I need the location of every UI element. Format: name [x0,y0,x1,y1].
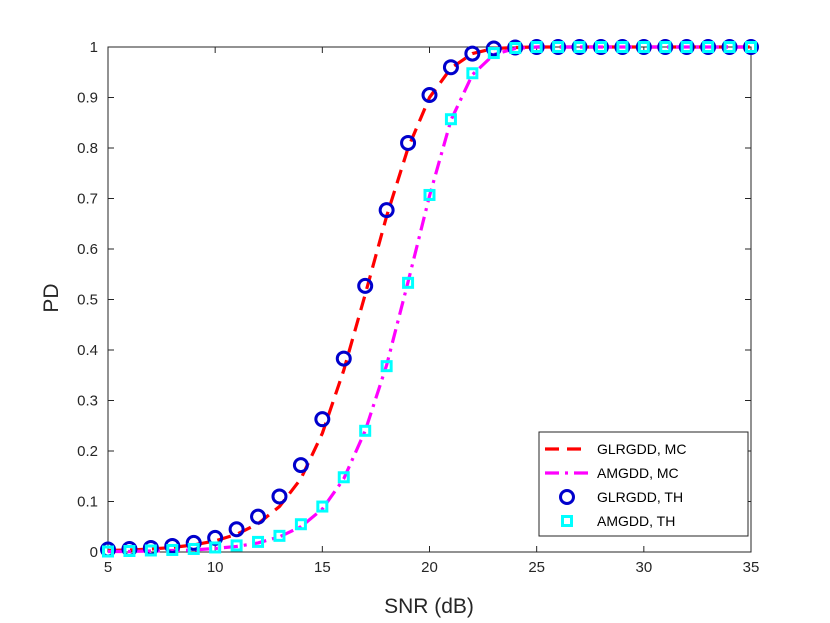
data-point-square [530,41,543,53]
x-tick-label: 30 [635,559,652,576]
data-point-circle [357,277,374,294]
data-point-square [316,500,329,513]
data-point-square [616,41,629,53]
data-point-square [444,113,457,126]
data-point-square [144,544,157,557]
data-point-square [466,67,479,80]
data-point-circle [614,39,631,55]
data-point-square [123,544,136,557]
legend-item: GLRGDD, TH [559,489,683,505]
y-tick-label: 0.4 [77,342,98,359]
data-point-circle [635,39,652,55]
y-tick-label: 0.8 [77,140,98,157]
data-point-square [102,545,114,558]
y-axis-label: PD [40,283,63,312]
data-point-square [273,529,286,542]
x-tick-label: 35 [743,559,760,576]
data-point-circle [678,39,695,55]
data-point-circle [164,537,181,554]
x-tick-label: 5 [104,559,112,576]
data-point-square [423,188,436,201]
legend-item: GLRGDD, MC [545,441,686,457]
data-point-square [166,543,179,556]
data-point-circle [250,508,267,525]
y-axis-ticks: 0 0.1 0.2 0.3 0.4 0.5 0.6 0.7 0.8 0.9 1 [77,39,751,561]
data-point-circle [721,39,738,55]
legend-label: AMGDD, MC [597,465,679,481]
legend-label: AMGDD, TH [597,513,675,529]
data-point-circle [592,39,609,55]
data-point-square [230,539,243,552]
x-tick-label: 15 [314,559,331,576]
y-tick-label: 0.1 [77,494,98,511]
data-point-square [209,541,222,554]
data-point-circle [464,45,481,62]
x-tick-label: 10 [207,559,224,576]
data-point-square [337,471,350,484]
series-glrgdd-mc [107,45,751,553]
y-tick-label: 0.2 [77,443,98,460]
data-point-circle [571,39,588,55]
data-point-square [187,542,200,555]
data-point-circle [743,39,759,55]
data-point-square [359,424,372,437]
data-point-circle [335,350,352,367]
data-point-circle [400,134,417,151]
x-tick-label: 20 [421,559,438,576]
series-line [107,45,751,553]
data-point-square [680,41,693,53]
data-point-square [637,41,650,53]
data-point-circle [314,411,331,428]
data-point-square [594,41,607,53]
data-point-circle [550,39,567,55]
series-glrgdd-th [100,39,759,558]
legend: GLRGDD, MC AMGDD, MC GLRGDD, TH AMGDD, TH [538,431,749,537]
data-point-circle [528,39,545,55]
data-point-circle [292,457,309,474]
data-point-square [552,41,565,53]
data-point-square [252,535,265,548]
y-tick-label: 0.9 [77,90,98,107]
series-amgdd-th [102,41,757,558]
series-amgdd-mc [108,45,751,554]
y-tick-label: 0.5 [77,292,98,309]
data-point-square [294,518,307,531]
y-tick-label: 0.7 [77,191,98,208]
data-point-circle [228,521,245,538]
y-tick-label: 0 [90,544,98,561]
data-point-square [487,47,500,60]
data-point-square [509,42,522,55]
legend-square-swatch [561,515,573,527]
data-point-square [380,360,393,373]
legend-label: GLRGDD, TH [597,489,683,505]
data-point-circle [378,202,395,219]
y-tick-label: 0.3 [77,393,98,410]
y-tick-label: 0.6 [77,241,98,258]
data-point-circle [700,39,717,55]
legend-circle-swatch [559,489,575,505]
data-point-circle [185,534,202,551]
data-point-circle [421,86,438,103]
data-point-square [402,276,415,289]
data-point-square [659,41,672,53]
data-point-circle [657,39,674,55]
data-point-circle [442,59,459,76]
data-point-circle [271,488,288,505]
y-tick-label: 1 [90,39,98,56]
legend-label: GLRGDD, MC [597,441,686,457]
data-point-square [723,41,736,53]
legend-item: AMGDD, TH [561,513,675,529]
data-point-square [745,41,757,53]
data-point-circle [485,40,502,57]
series-line [108,45,751,554]
data-point-square [573,41,586,53]
legend-item: AMGDD, MC [545,465,679,481]
data-point-square [702,41,715,53]
plot-series [100,39,759,558]
x-axis-label: SNR (dB) [384,595,474,618]
x-tick-label: 25 [528,559,545,576]
